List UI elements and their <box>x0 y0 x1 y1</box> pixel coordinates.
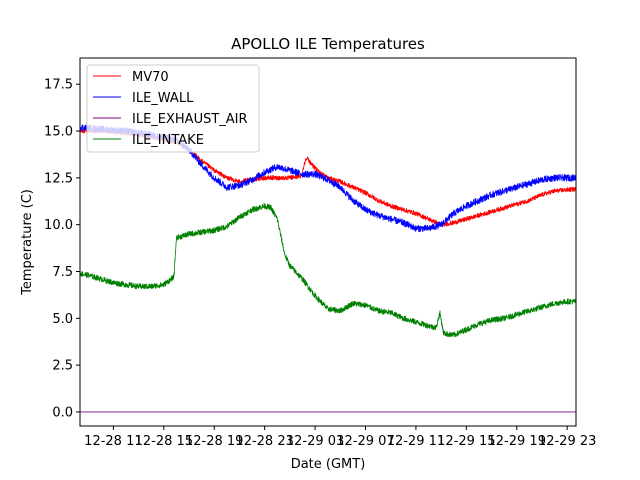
y-axis-title: Temperature (C) <box>20 189 35 296</box>
x-tick-label: 12-28 15 <box>135 434 193 449</box>
legend-box <box>86 64 260 153</box>
y-tick-label: 12.5 <box>44 171 73 186</box>
y-tick-label: 17.5 <box>44 78 73 93</box>
x-tick-label: 12-28 11 <box>84 434 142 449</box>
y-axis: 0.0 2.5 5.0 7.5 10.0 12.5 15.0 17.5 <box>44 78 80 420</box>
y-tick-label: 15.0 <box>44 125 73 140</box>
series-line-ile-intake <box>80 202 576 338</box>
legend-label: MV70 <box>132 70 169 85</box>
x-tick-label: 12-29 07 <box>336 434 394 449</box>
x-tick-label: 12-29 19 <box>488 434 546 449</box>
y-tick-label: 2.5 <box>52 359 73 374</box>
legend-label: ILE_EXHAUST_AIR <box>132 112 248 127</box>
legend-label: ILE_INTAKE <box>132 133 204 148</box>
x-tick-label: 12-28 23 <box>235 434 293 449</box>
x-tick-label: 12-29 11 <box>387 434 445 449</box>
x-tick-label: 12-29 15 <box>437 434 495 449</box>
plot-frame <box>79 57 577 427</box>
x-tick-label: 12-28 19 <box>185 434 243 449</box>
y-tick-label: 10.0 <box>44 218 73 233</box>
legend-label: ILE_WALL <box>132 91 194 106</box>
y-tick-label: 0.0 <box>52 405 73 420</box>
y-tick-label: 5.0 <box>52 312 73 327</box>
x-tick-label: 12-29 23 <box>538 434 596 449</box>
legend: MV70 ILE_WALL ILE_EXHAUST_AIR ILE_INTAKE <box>86 64 260 153</box>
y-tick-label: 7.5 <box>52 265 73 280</box>
chart-title: APOLLO ILE Temperatures <box>231 35 425 53</box>
x-axis-title: Date (GMT) <box>291 457 366 472</box>
x-tick-label: 12-29 03 <box>286 434 344 449</box>
